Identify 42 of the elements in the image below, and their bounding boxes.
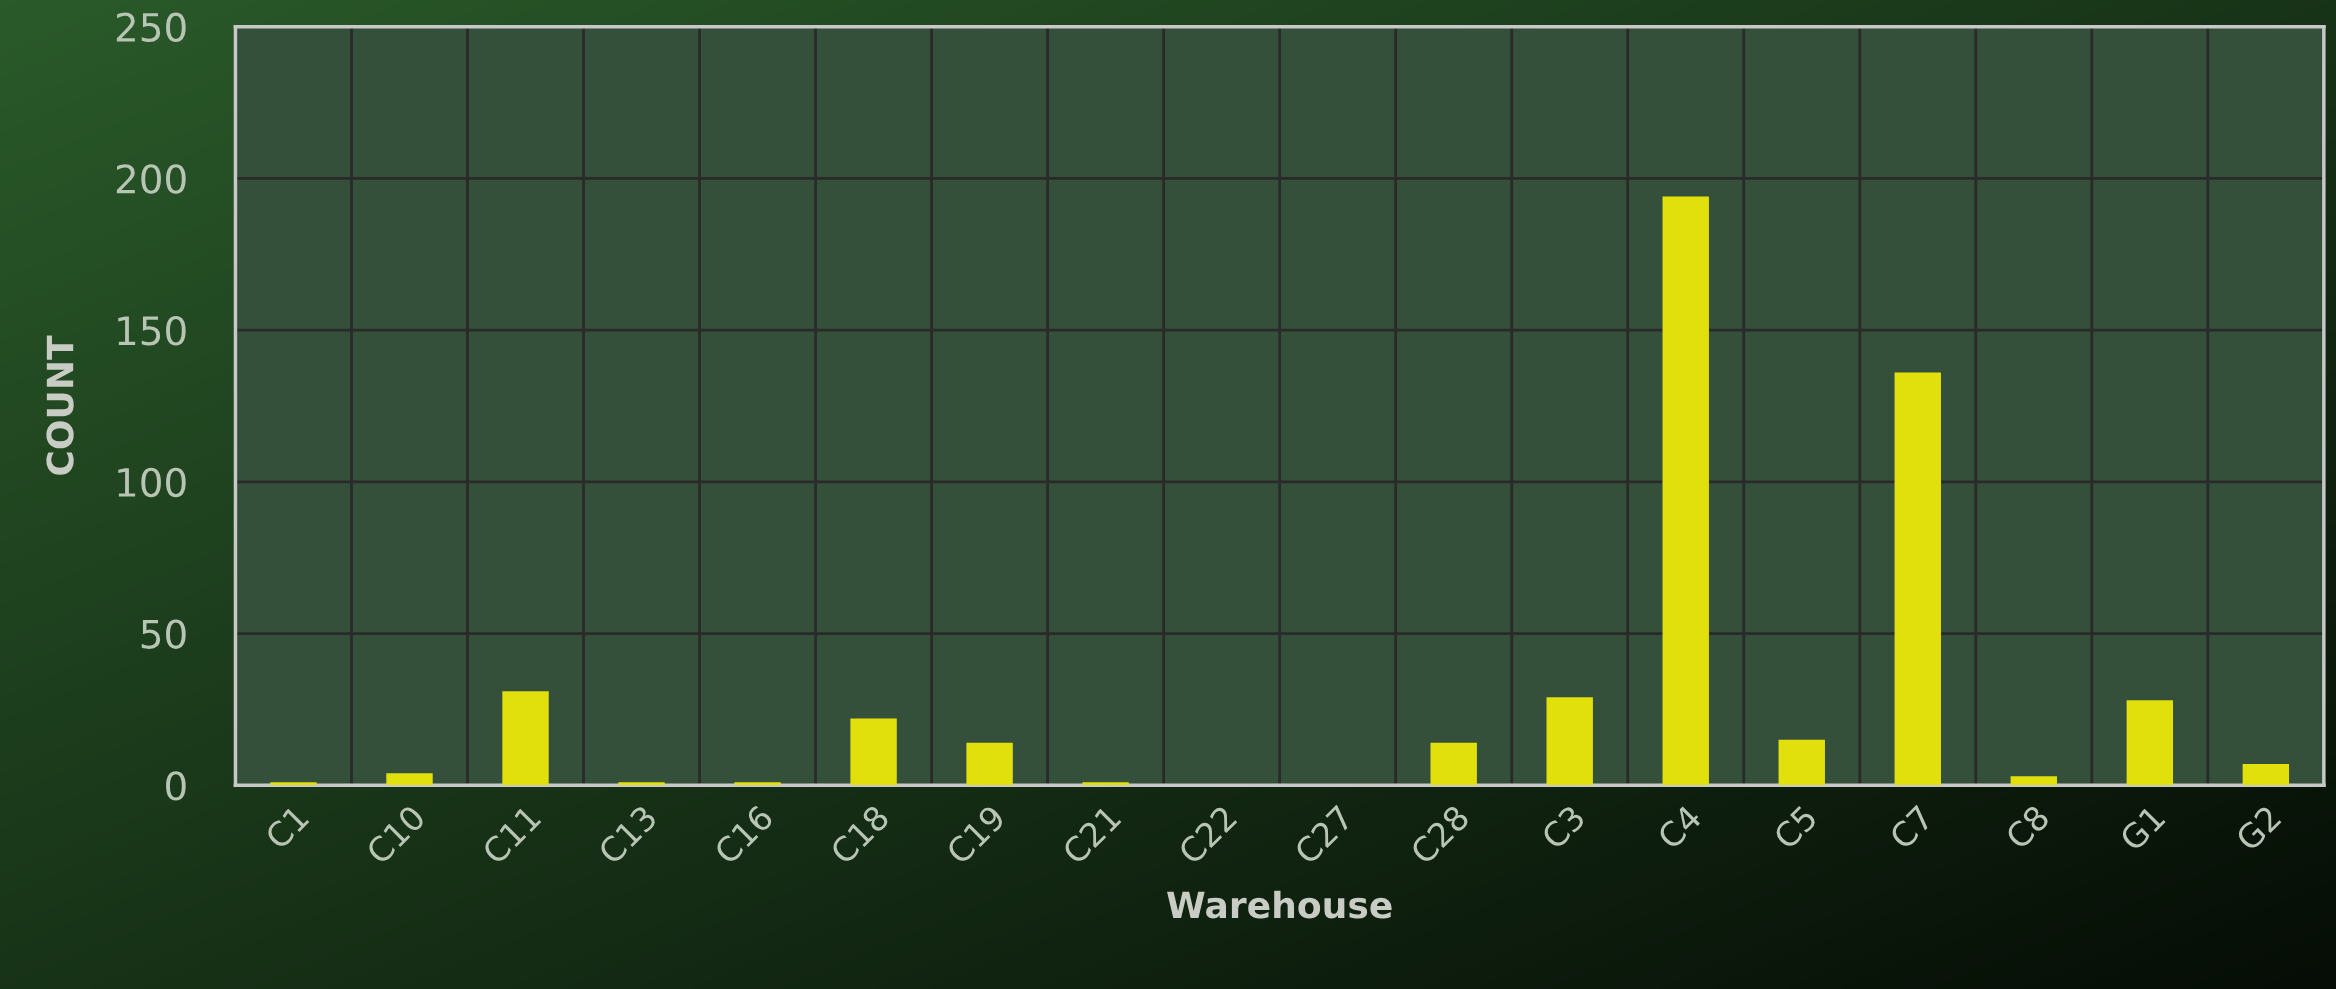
bar [270, 782, 317, 786]
x-tick-label: C4 [1656, 803, 1703, 851]
x-tick-label: C11 [480, 804, 542, 866]
bar [1546, 697, 1593, 786]
x-tick-label: C16 [712, 803, 775, 866]
bar [1082, 782, 1129, 786]
x-tick-label: C19 [944, 804, 1007, 866]
bar [502, 691, 549, 786]
y-tick-label: 150 [118, 316, 186, 346]
bar [1662, 196, 1709, 786]
x-tick-label: G2 [2234, 804, 2282, 853]
x-tick-label: C18 [828, 803, 891, 866]
x-tick-label: C27 [1292, 804, 1354, 866]
bar [734, 782, 781, 786]
y-tick-label: 200 [116, 164, 186, 194]
bar [1894, 372, 1941, 786]
x-tick-label: C1 [263, 804, 310, 851]
x-tick-label: C21 [1060, 804, 1122, 866]
y-tick-label: 50 [141, 619, 186, 649]
bar [2010, 776, 2057, 786]
y-tick-label: 100 [118, 467, 186, 498]
y-tick-label: 250 [116, 12, 186, 43]
y-axis-title: COUNT [46, 335, 74, 475]
x-tick-label: C28 [1408, 803, 1471, 866]
x-tick-label: C22 [1176, 804, 1238, 866]
x-tick-label: G1 [2118, 804, 2166, 853]
y-tick-label: 0 [166, 771, 186, 801]
x-tick-label: C5 [1772, 804, 1818, 851]
bar [2242, 764, 2290, 786]
bar [2126, 700, 2174, 786]
bar [1778, 739, 1825, 786]
bar [618, 782, 665, 786]
x-tick-label: C3 [1540, 804, 1587, 851]
bar [1430, 742, 1477, 786]
x-tick-label: C8 [2004, 803, 2051, 851]
x-tick-label: C13 [596, 804, 658, 866]
x-tick-label: C7 [1888, 804, 1935, 851]
bar [850, 718, 897, 786]
bar [966, 742, 1013, 786]
bar [386, 773, 433, 786]
x-axis-title: Warehouse [1167, 890, 1392, 919]
x-tick-label: C10 [364, 803, 427, 866]
